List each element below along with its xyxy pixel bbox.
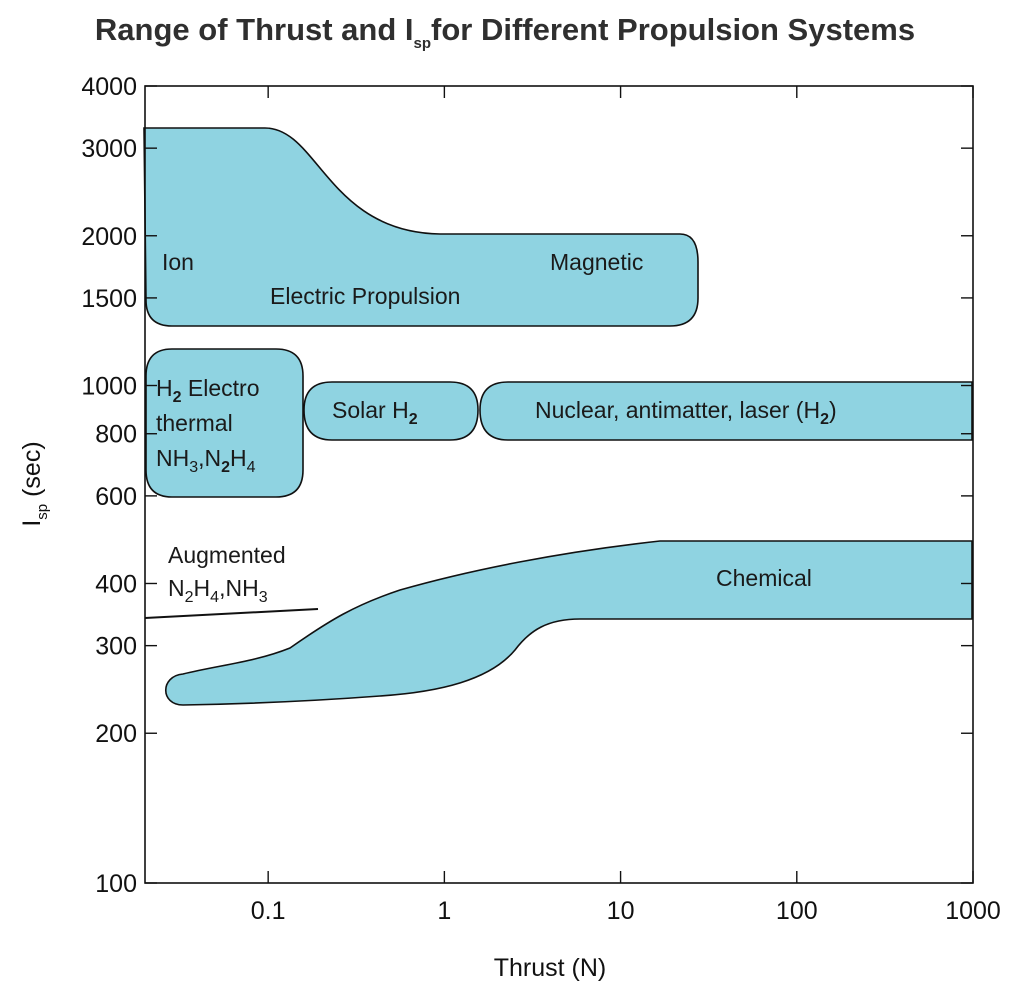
y-tick-label: 3000	[81, 135, 137, 163]
regions	[143, 127, 973, 706]
augmented-label-line1: Augmented	[168, 542, 286, 568]
electrothermal-label-line1: H2 Electro	[156, 375, 260, 406]
nuclear-region	[479, 381, 973, 441]
nuclear-label: Nuclear, antimatter, laser (H2)	[535, 397, 837, 428]
y-axis: 100 200 300 400 600 800 1000 1500 2000 3000 4000	[81, 73, 973, 898]
y-tick-label: 800	[95, 421, 137, 449]
x-axis-label: Thrust (N)	[494, 954, 607, 982]
chart-title: Range of Thrust and Ispfor Different Pro…	[95, 12, 915, 52]
ion-label: Ion	[162, 249, 194, 275]
y-tick-label: 300	[95, 633, 137, 661]
augmented-line	[144, 608, 319, 619]
electric-propulsion-label: Electric Propulsion	[270, 283, 460, 309]
y-tick-label: 1500	[81, 285, 137, 313]
electrothermal-region	[145, 348, 304, 498]
x-tick-label: 0.1	[251, 897, 286, 925]
augmented-label-line2: N2H4,NH3	[168, 575, 268, 606]
electrothermal-label-line3: NH3,N2H4	[156, 445, 256, 476]
y-tick-label: 1000	[81, 373, 137, 401]
x-tick-label: 1000	[945, 897, 1001, 925]
solar-h2-label: Solar H2	[332, 397, 418, 428]
y-tick-label: 2000	[81, 223, 137, 251]
y-tick-label: 200	[95, 720, 137, 748]
y-tick-label: 400	[95, 570, 137, 598]
y-tick-label: 4000	[81, 73, 137, 101]
y-axis-label: Isp (sec)	[18, 441, 51, 526]
solar-h2-region	[303, 381, 479, 441]
electric-propulsion-region	[143, 127, 699, 327]
plot-frame	[144, 85, 974, 884]
x-tick-label: 10	[607, 897, 635, 925]
x-tick-label: 1	[437, 897, 451, 925]
x-axis: 0.1 1 10 100 1000	[251, 86, 1001, 925]
y-tick-label: 600	[95, 483, 137, 511]
y-tick-label: 100	[95, 870, 137, 898]
chemical-region	[165, 540, 973, 706]
electrothermal-label-line2: thermal	[156, 410, 233, 436]
x-tick-label: 100	[776, 897, 818, 925]
chemical-label: Chemical	[716, 565, 812, 591]
magnetic-label: Magnetic	[550, 249, 643, 275]
